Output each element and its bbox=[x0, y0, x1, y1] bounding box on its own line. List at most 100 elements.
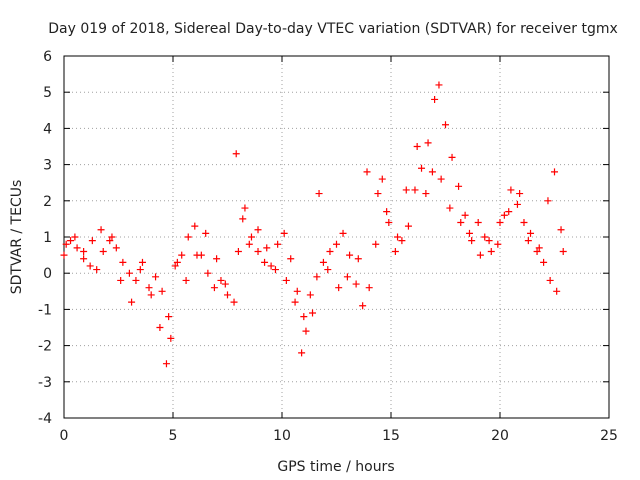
data-point bbox=[319, 258, 327, 266]
data-point bbox=[442, 121, 449, 129]
data-point bbox=[431, 95, 439, 103]
data-point bbox=[559, 247, 567, 255]
data-point bbox=[274, 240, 282, 248]
data-point bbox=[468, 237, 476, 245]
data-point bbox=[221, 280, 229, 288]
data-point bbox=[422, 190, 430, 198]
data-point bbox=[346, 251, 354, 259]
data-point bbox=[335, 284, 343, 292]
data-point bbox=[551, 168, 558, 176]
y-tick-label: 0 bbox=[43, 266, 52, 282]
data-point bbox=[152, 273, 160, 281]
data-point bbox=[520, 219, 528, 227]
data-point bbox=[496, 219, 504, 227]
data-point bbox=[230, 298, 238, 306]
data-point bbox=[293, 287, 301, 295]
data-point bbox=[271, 266, 279, 274]
data-point bbox=[254, 226, 262, 234]
data-point bbox=[404, 222, 412, 230]
data-point bbox=[117, 276, 125, 284]
data-point bbox=[254, 247, 262, 255]
data-point bbox=[557, 226, 565, 234]
y-axis-label: SDTVAR / TECUs bbox=[9, 180, 25, 295]
data-point bbox=[391, 247, 399, 255]
data-point bbox=[524, 237, 532, 245]
data-point bbox=[333, 240, 340, 248]
data-point bbox=[527, 229, 535, 237]
data-point bbox=[210, 284, 218, 292]
data-point bbox=[339, 229, 347, 237]
data-point bbox=[128, 298, 136, 306]
data-point bbox=[315, 190, 323, 198]
data-point bbox=[365, 284, 373, 292]
y-tick-label: -2 bbox=[38, 339, 52, 355]
x-tick-label: 5 bbox=[169, 428, 178, 444]
data-point bbox=[191, 222, 199, 230]
data-point bbox=[428, 168, 436, 176]
data-point bbox=[213, 255, 221, 263]
data-point bbox=[385, 219, 393, 227]
data-point bbox=[239, 215, 247, 223]
data-point bbox=[544, 197, 552, 205]
data-point bbox=[474, 219, 482, 227]
data-point bbox=[156, 324, 164, 331]
data-point bbox=[546, 276, 554, 284]
data-point bbox=[461, 211, 469, 219]
data-point bbox=[298, 349, 306, 357]
x-tick-label: 15 bbox=[382, 428, 400, 444]
data-point bbox=[184, 233, 192, 241]
data-point bbox=[352, 280, 360, 288]
data-point bbox=[80, 255, 88, 263]
y-tick-label: -1 bbox=[38, 302, 52, 318]
y-tick-label: 6 bbox=[43, 49, 52, 65]
data-point bbox=[306, 291, 314, 299]
data-point bbox=[263, 244, 271, 252]
x-tick-label: 0 bbox=[60, 428, 69, 444]
data-point bbox=[145, 284, 153, 292]
data-point bbox=[457, 219, 465, 227]
data-point bbox=[282, 276, 290, 284]
data-point bbox=[287, 255, 295, 263]
data-point bbox=[80, 247, 88, 255]
data-point bbox=[383, 208, 391, 216]
data-point bbox=[119, 258, 127, 266]
y-tick-label: -3 bbox=[38, 375, 52, 391]
data-point bbox=[535, 244, 543, 252]
data-points bbox=[60, 81, 567, 368]
data-point bbox=[217, 276, 225, 284]
y-tick-label: 1 bbox=[43, 230, 52, 246]
data-point bbox=[182, 276, 190, 284]
data-point bbox=[232, 150, 240, 158]
data-point bbox=[500, 211, 508, 219]
data-point bbox=[363, 168, 371, 176]
data-point bbox=[62, 240, 70, 248]
data-point bbox=[138, 258, 146, 266]
data-point bbox=[245, 240, 253, 248]
data-point bbox=[165, 313, 173, 321]
data-point bbox=[158, 287, 166, 295]
data-point bbox=[125, 269, 133, 277]
data-point bbox=[178, 251, 186, 259]
data-point bbox=[241, 204, 249, 212]
data-point bbox=[280, 229, 288, 237]
data-point bbox=[106, 237, 114, 245]
data-point bbox=[193, 251, 201, 259]
y-tick-label: -4 bbox=[38, 411, 52, 427]
data-point bbox=[424, 139, 432, 147]
data-point bbox=[324, 266, 332, 274]
x-axis-label: GPS time / hours bbox=[277, 459, 394, 475]
data-point bbox=[173, 258, 181, 266]
data-point bbox=[132, 276, 140, 284]
data-point bbox=[234, 247, 242, 255]
data-point bbox=[326, 247, 334, 255]
data-point bbox=[171, 262, 179, 270]
y-tick-label: 5 bbox=[43, 85, 52, 101]
data-point bbox=[204, 269, 212, 277]
x-tick-label: 10 bbox=[273, 428, 291, 444]
data-point bbox=[247, 233, 255, 241]
data-point bbox=[378, 175, 386, 183]
data-point bbox=[465, 229, 473, 237]
data-point bbox=[418, 164, 426, 172]
y-tick-label: 2 bbox=[43, 194, 52, 210]
